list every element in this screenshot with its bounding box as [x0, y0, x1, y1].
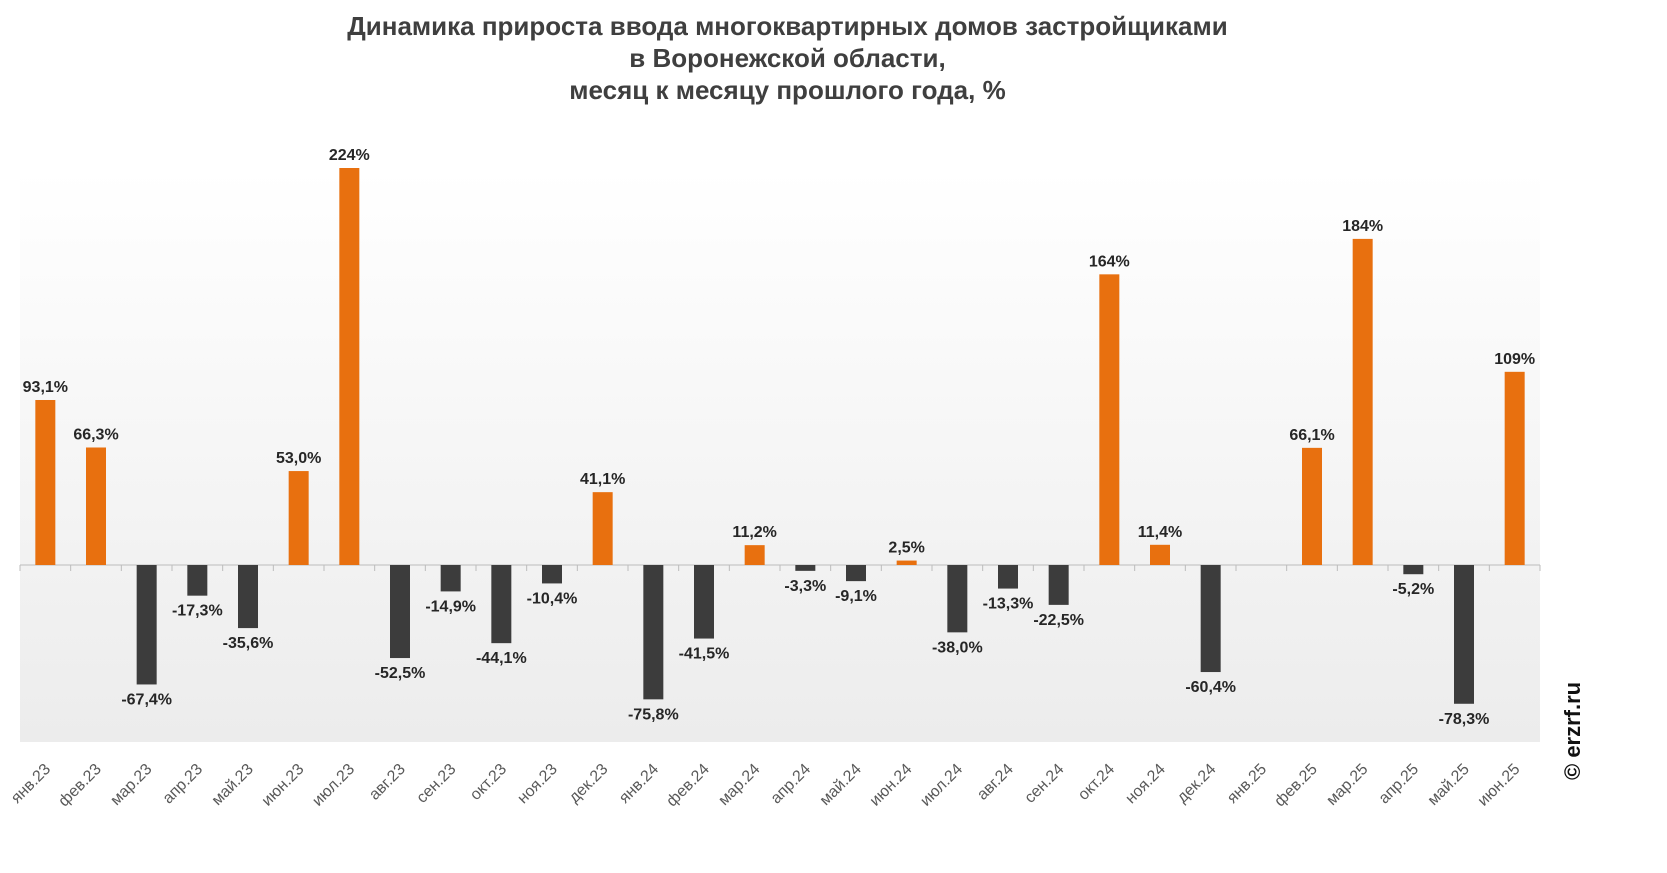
data-label-фев.25: 66,1%	[1289, 427, 1334, 444]
bar-апр.24	[795, 565, 816, 571]
bar-янв.24	[643, 565, 664, 700]
x-tick-label-мар.23: мар.23	[107, 761, 155, 809]
bar-дек.24	[1200, 565, 1221, 673]
data-label-апр.23: -17,3%	[172, 603, 223, 620]
bar-сен.24	[1048, 565, 1069, 605]
bar-май.23	[238, 565, 258, 629]
chart-title-line-1: Динамика прироста ввода многоквартирных …	[347, 11, 1228, 41]
bar-апр.25	[1403, 565, 1424, 575]
x-tick-label-янв.23: янв.23	[8, 761, 54, 807]
x-tick-label-окт.23: окт.23	[467, 761, 510, 804]
data-label-сен.24: -22,5%	[1033, 612, 1084, 629]
data-label-фев.23: 66,3%	[73, 426, 118, 443]
x-tick-label-ноя.24: ноя.24	[1122, 761, 1168, 807]
watermark-text: © erzrf.ru	[1560, 681, 1585, 780]
x-tick-label-янв.25: янв.25	[1224, 761, 1270, 807]
plot-background	[20, 170, 1540, 742]
data-label-ноя.24: 11,4%	[1138, 524, 1182, 541]
x-tick-label-дек.23: дек.23	[566, 761, 612, 807]
x-tick-label-ноя.23: ноя.23	[514, 761, 560, 807]
bar-мар.23	[136, 565, 157, 685]
bar-май.25	[1454, 565, 1474, 704]
bar-фев.24	[694, 565, 714, 639]
bar-июл.23	[339, 168, 360, 565]
x-tick-label-май.23: май.23	[209, 761, 257, 809]
chart-title-line-3: месяц к месяцу прошлого года, %	[569, 75, 1006, 105]
chart-title-line-2: в Воронежской области,	[629, 43, 946, 73]
data-label-июл.23: 224%	[329, 147, 370, 164]
data-label-сен.23: -14,9%	[425, 598, 476, 615]
x-tick-label-май.25: май.25	[1425, 761, 1473, 809]
x-tick-label-сен.24: сен.24	[1022, 761, 1068, 807]
data-label-окт.23: -44,1%	[476, 650, 527, 667]
data-label-апр.24: -3,3%	[784, 578, 826, 595]
data-label-авг.24: -13,3%	[983, 596, 1034, 613]
x-tick-label-фев.25: фев.25	[1271, 761, 1320, 810]
x-tick-label-авг.24: авг.24	[974, 761, 1017, 804]
x-tick-label-июн.25: июн.25	[1475, 761, 1524, 810]
data-label-май.24: -9,1%	[835, 588, 877, 605]
data-label-мар.25: 184%	[1342, 218, 1383, 235]
data-label-янв.23: 93,1%	[23, 379, 68, 396]
data-label-окт.24: 164%	[1089, 253, 1130, 270]
x-tick-label-май.24: май.24	[817, 761, 865, 809]
data-label-авг.23: -52,5%	[375, 665, 426, 682]
x-tick-label-июл.24: июл.24	[917, 761, 966, 810]
data-label-май.23: -35,6%	[223, 635, 274, 652]
bar-мар.24	[744, 545, 765, 565]
bar-авг.23	[390, 565, 410, 659]
data-label-июл.24: -38,0%	[932, 639, 983, 656]
data-label-мар.24: 11,2%	[732, 524, 776, 541]
bar-янв.23	[35, 399, 56, 565]
data-label-июн.23: 53,0%	[276, 450, 321, 467]
x-tick-label-фев.24: фев.24	[663, 761, 712, 810]
x-tick-label-дек.24: дек.24	[1174, 761, 1220, 807]
data-label-фев.24: -41,5%	[679, 646, 730, 663]
bar-июл.24	[947, 565, 968, 633]
x-tick-label-янв.24: янв.24	[616, 761, 662, 807]
bar-авг.24	[998, 565, 1018, 589]
x-tick-label-фев.23: фев.23	[55, 761, 104, 810]
bar-фев.25	[1302, 447, 1322, 565]
data-label-мар.23: -67,4%	[121, 691, 172, 708]
bar-дек.23	[592, 492, 613, 565]
bar-июн.23	[288, 471, 309, 565]
bar-окт.23	[491, 565, 512, 644]
bar-ноя.23	[542, 565, 562, 584]
x-tick-label-июн.23: июн.23	[259, 761, 308, 810]
bar-ноя.24	[1150, 544, 1170, 565]
x-tick-label-апр.23: апр.23	[160, 761, 207, 808]
data-label-июн.25: 109%	[1494, 351, 1535, 368]
bar-июн.24	[896, 560, 917, 565]
data-label-апр.25: -5,2%	[1392, 581, 1434, 598]
x-tick-label-сен.23: сен.23	[414, 761, 460, 807]
bar-май.24	[846, 565, 866, 582]
data-label-дек.24: -60,4%	[1185, 679, 1236, 696]
x-tick-label-мар.25: мар.25	[1323, 761, 1371, 809]
data-label-май.25: -78,3%	[1439, 711, 1490, 728]
x-tick-label-авг.23: авг.23	[366, 761, 409, 804]
bar-мар.25	[1352, 238, 1373, 565]
data-label-дек.23: 41,1%	[580, 471, 625, 488]
x-tick-label-апр.25: апр.25	[1376, 761, 1423, 808]
data-label-янв.24: -75,8%	[628, 706, 679, 723]
x-tick-label-апр.24: апр.24	[768, 761, 815, 808]
data-label-ноя.23: -10,4%	[527, 590, 578, 607]
bar-окт.24	[1099, 274, 1120, 565]
bar-сен.23	[440, 565, 461, 592]
x-tick-label-мар.24: мар.24	[715, 761, 763, 809]
data-label-июн.24: 2,5%	[888, 540, 924, 557]
x-tick-label-окт.24: окт.24	[1075, 761, 1118, 804]
x-tick-label-июн.24: июн.24	[867, 761, 916, 810]
bar-апр.23	[187, 565, 208, 596]
x-tick-label-июл.23: июл.23	[309, 761, 358, 810]
bar-фев.23	[86, 447, 106, 565]
chart-title: Динамика прироста ввода многоквартирных …	[0, 10, 1575, 106]
bar-июн.25	[1504, 371, 1525, 565]
